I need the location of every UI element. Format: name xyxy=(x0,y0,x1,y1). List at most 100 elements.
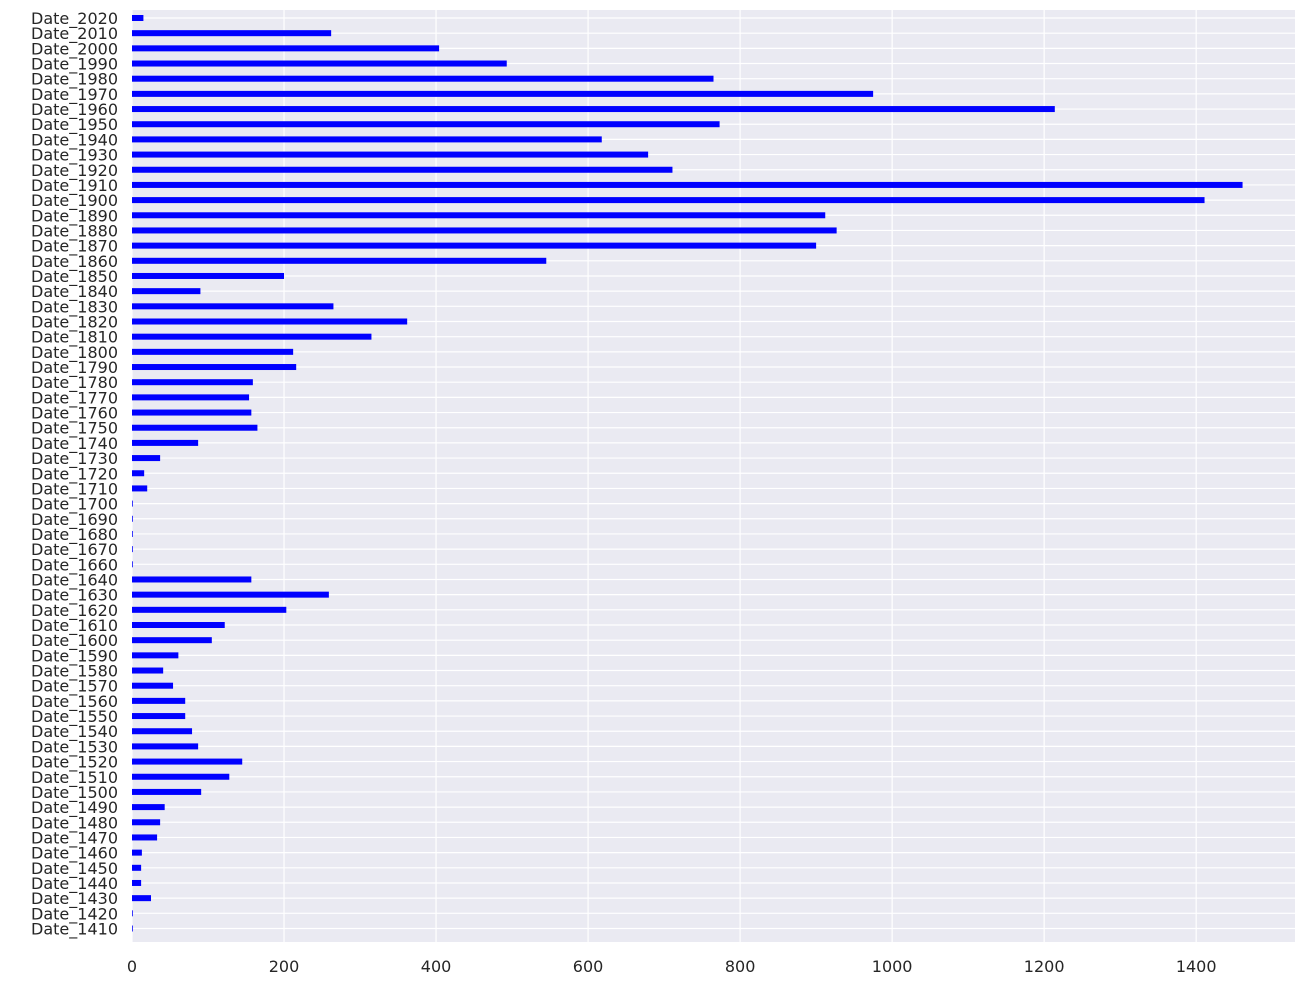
bar-date-1520 xyxy=(132,758,243,765)
y-tick-label: Date_1670 xyxy=(31,540,118,560)
bar-date-1830 xyxy=(132,303,334,310)
bar-date-1850 xyxy=(132,272,285,279)
bar-date-1990 xyxy=(132,60,507,67)
y-tick-label: Date_1720 xyxy=(31,464,118,484)
bar-date-1590 xyxy=(132,652,179,659)
bar-date-1970 xyxy=(132,90,874,97)
y-tick-label: Date_1540 xyxy=(31,722,118,742)
y-tick-label: Date_1590 xyxy=(31,646,118,666)
y-tick-label: Date_1830 xyxy=(31,297,118,317)
bar-date-2020 xyxy=(132,15,144,21)
x-tick-labels: 0 200 400 600 800 1000 1200 1400 xyxy=(127,957,1217,976)
bar-date-1410 xyxy=(132,925,133,932)
y-tick-label: Date_1570 xyxy=(31,677,118,697)
bar-date-1950 xyxy=(132,121,720,128)
bar-date-1480 xyxy=(132,819,161,826)
y-tick-label: Date_1740 xyxy=(31,434,118,454)
bar-date-1980 xyxy=(132,75,714,82)
y-tick-label: Date_1910 xyxy=(31,176,118,196)
bar-date-1690 xyxy=(132,515,133,522)
x-tick-label: 1000 xyxy=(872,957,913,976)
y-tick-label: Date_1920 xyxy=(31,161,118,181)
y-tick-label: Date_1430 xyxy=(31,889,118,909)
y-tick-label: Date_1450 xyxy=(31,859,118,879)
y-tick-label: Date_1960 xyxy=(31,100,118,120)
y-tick-label: Date_1790 xyxy=(31,358,118,378)
bar-date-1580 xyxy=(132,667,164,674)
y-tick-label: Date_1510 xyxy=(31,768,118,788)
bar-date-1810 xyxy=(132,333,372,340)
bar-date-1770 xyxy=(132,394,250,401)
y-tick-label: Date_1800 xyxy=(31,343,118,363)
y-tick-label: Date_2000 xyxy=(31,39,118,59)
bar-date-1750 xyxy=(132,424,258,431)
bar-date-1620 xyxy=(132,606,287,613)
bar-date-1490 xyxy=(132,804,165,811)
bar-date-1540 xyxy=(132,728,193,735)
y-tick-label: Date_1820 xyxy=(31,313,118,333)
y-tick-label: Date_1930 xyxy=(31,146,118,166)
bar-date-1440 xyxy=(132,879,142,886)
y-tick-label: Date_1980 xyxy=(31,70,118,90)
bar-date-1730 xyxy=(132,455,161,462)
bar-date-2010 xyxy=(132,30,332,37)
y-tick-label: Date_1880 xyxy=(31,221,118,241)
y-tick-label: Date_1810 xyxy=(31,328,118,348)
y-tick-label: Date_1500 xyxy=(31,783,118,803)
y-tick-label: Date_1690 xyxy=(31,510,118,530)
y-tick-label: Date_1680 xyxy=(31,525,118,545)
bar-date-1560 xyxy=(132,697,186,704)
y-tick-label: Date_1780 xyxy=(31,373,118,393)
x-tick-label: 800 xyxy=(725,957,756,976)
x-tick-label: 1400 xyxy=(1176,957,1217,976)
x-tick-label: 0 xyxy=(127,957,137,976)
bar-date-1470 xyxy=(132,834,158,841)
y-tick-label: Date_1530 xyxy=(31,737,118,757)
y-tick-label: Date_1840 xyxy=(31,282,118,302)
y-tick-label: Date_1580 xyxy=(31,662,118,682)
y-tick-label: Date_1750 xyxy=(31,419,118,439)
bar-date-1460 xyxy=(132,849,142,856)
y-tick-label: Date_1410 xyxy=(31,920,118,940)
bar-date-1680 xyxy=(132,530,133,537)
bar-date-1780 xyxy=(132,379,253,386)
y-tick-label: Date_2010 xyxy=(31,24,118,44)
y-tick-labels: Date_2020Date_2010Date_2000Date_1990Date… xyxy=(31,9,118,940)
bar-date-1710 xyxy=(132,485,148,492)
y-tick-label: Date_1770 xyxy=(31,388,118,408)
bar-date-1880 xyxy=(132,227,837,234)
bar-date-1790 xyxy=(132,364,297,371)
y-tick-label: Date_1610 xyxy=(31,616,118,636)
bar-date-1550 xyxy=(132,713,186,720)
bar-date-1960 xyxy=(132,106,1055,113)
plot-background xyxy=(132,10,1295,942)
y-tick-label: Date_1940 xyxy=(31,130,118,150)
y-tick-label: Date_1700 xyxy=(31,495,118,515)
bar-date-2000 xyxy=(132,45,440,52)
y-tick-label: Date_1970 xyxy=(31,85,118,105)
bar-date-1610 xyxy=(132,622,225,628)
y-tick-label: Date_1860 xyxy=(31,252,118,272)
x-tick-label: 200 xyxy=(269,957,300,976)
bars xyxy=(132,15,1243,932)
y-tick-label: Date_1890 xyxy=(31,206,118,226)
bar-date-1670 xyxy=(132,546,133,553)
bar-date-1570 xyxy=(132,682,174,689)
bar-date-1640 xyxy=(132,576,252,583)
y-tick-label: Date_1440 xyxy=(31,874,118,894)
bar-date-1530 xyxy=(132,743,199,750)
bar-date-1500 xyxy=(132,788,202,795)
bar-date-1940 xyxy=(132,136,602,143)
x-tick-label: 1200 xyxy=(1024,957,1065,976)
bar-date-1600 xyxy=(132,637,212,644)
y-tick-label: Date_1490 xyxy=(31,798,118,818)
x-tick-label: 600 xyxy=(573,957,604,976)
bar-date-1510 xyxy=(132,773,230,780)
y-tick-label: Date_2020 xyxy=(31,9,118,29)
y-tick-label: Date_1520 xyxy=(31,753,118,773)
y-tick-label: Date_1710 xyxy=(31,479,118,499)
bar-date-1870 xyxy=(132,242,817,249)
bar-date-1420 xyxy=(132,910,133,917)
bar-date-1890 xyxy=(132,212,826,219)
